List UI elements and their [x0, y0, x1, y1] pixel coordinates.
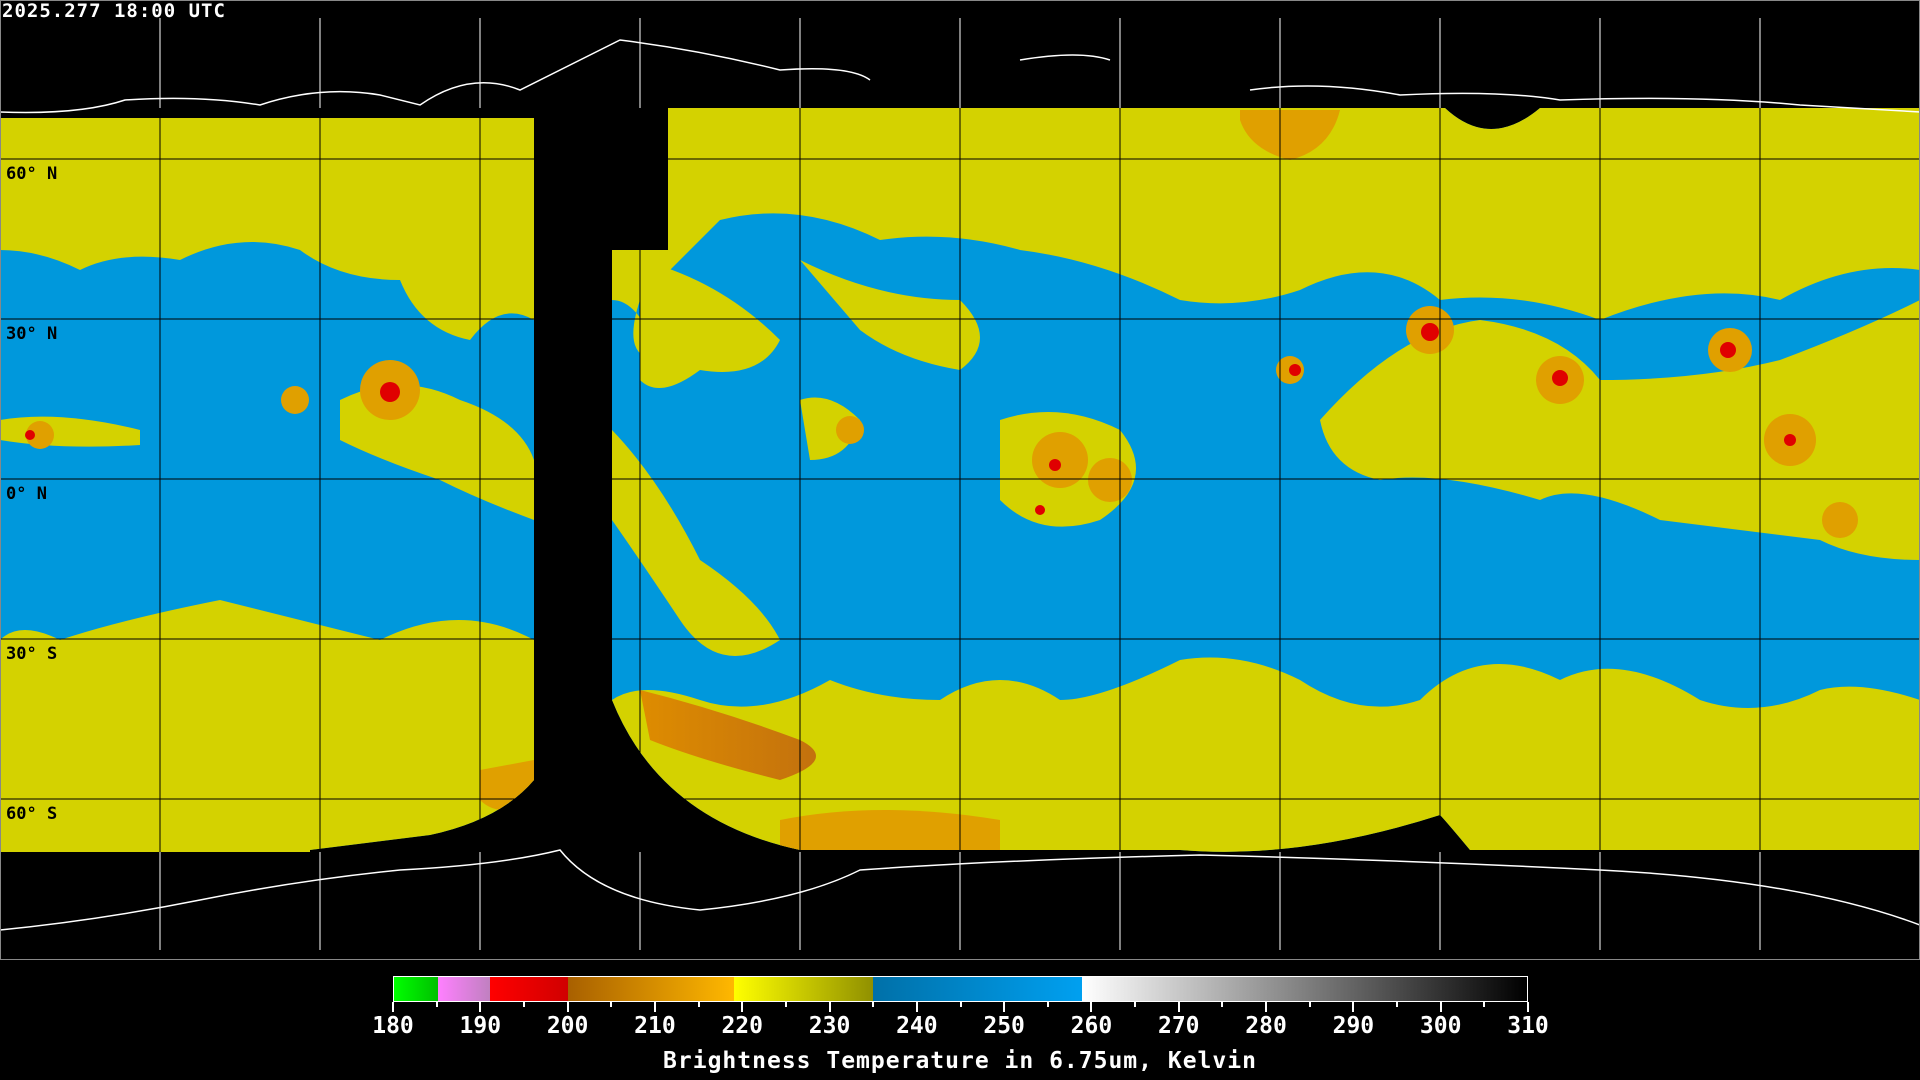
colorbar-tick	[741, 1002, 744, 1012]
colorbar-segment	[394, 977, 438, 1001]
colorbar-tick-label: 310	[1507, 1013, 1549, 1039]
colorbar-segment	[437, 977, 490, 1001]
colorbar-tick	[872, 1002, 875, 1007]
colorbar-tick-label: 200	[546, 1013, 589, 1039]
colorbar-tick	[1090, 1002, 1093, 1012]
colorbar-tick	[1483, 1002, 1486, 1007]
colorbar-tick	[1177, 1002, 1180, 1012]
colorbar-segment	[1082, 977, 1527, 1001]
colorbar-tick	[1439, 1002, 1442, 1012]
colorbar-tick	[697, 1002, 700, 1007]
lat-label-60s: 60° S	[6, 804, 58, 824]
colorbar-tick	[653, 1002, 656, 1012]
colorbar-tick	[915, 1002, 918, 1012]
colorbar-tick	[1396, 1002, 1399, 1007]
colorbar-tick-label: 180	[372, 1013, 414, 1039]
colorbar-tick-label: 230	[808, 1013, 851, 1039]
colorbar-tick	[1221, 1002, 1224, 1007]
colorbar-segment	[733, 977, 874, 1001]
colorbar	[393, 976, 1528, 1002]
lat-label-30s: 30° S	[6, 644, 58, 664]
colorbar-segment	[489, 977, 569, 1001]
colorbar-segment	[568, 977, 734, 1001]
colorbar-tick	[392, 1002, 394, 1012]
coastlines-no-data	[0, 39, 1920, 931]
colorbar-title: Brightness Temperature in 6.75um, Kelvin	[663, 1048, 1257, 1074]
colorbar-tick-label: 290	[1332, 1013, 1375, 1039]
lat-label-30n: 30° N	[6, 324, 58, 344]
colorbar-tick	[610, 1002, 613, 1007]
colorbar-tick-label: 300	[1419, 1013, 1462, 1039]
colorbar-tick	[784, 1002, 787, 1007]
graticule	[0, 158, 1920, 800]
lat-label-60n: 60° N	[6, 164, 58, 184]
timestamp-label: 2025.277 18:00 UTC	[2, 0, 226, 22]
colorbar-tick-label: 260	[1070, 1013, 1113, 1039]
colorbar-tick	[479, 1002, 482, 1012]
colorbar-tick-label: 270	[1157, 1013, 1200, 1039]
colorbar-tick	[1527, 1002, 1529, 1012]
colorbar-tick-label: 240	[896, 1013, 938, 1039]
colorbar-tick	[1308, 1002, 1311, 1007]
colorbar-tick	[959, 1002, 962, 1007]
colorbar-tick	[1352, 1002, 1355, 1012]
colorbar-tick	[1046, 1002, 1049, 1007]
colorbar-tick-label: 250	[983, 1013, 1025, 1039]
lat-label-0n: 0° N	[6, 484, 47, 504]
colorbar-tick-label: 210	[634, 1013, 676, 1039]
colorbar-tick	[1134, 1002, 1137, 1007]
colorbar-tick-label: 280	[1245, 1013, 1287, 1039]
colorbar-tick	[566, 1002, 569, 1012]
colorbar-tick	[435, 1002, 438, 1007]
colorbar-segment	[873, 977, 1083, 1001]
water-vapor-map	[0, 18, 1920, 950]
colorbar-tick	[828, 1002, 831, 1012]
colorbar-tick-label: 190	[459, 1013, 502, 1039]
colorbar-tick	[1265, 1002, 1268, 1012]
colorbar-tick	[522, 1002, 525, 1007]
colorbar-tick-label: 220	[721, 1013, 763, 1039]
colorbar-tick	[1003, 1002, 1006, 1012]
